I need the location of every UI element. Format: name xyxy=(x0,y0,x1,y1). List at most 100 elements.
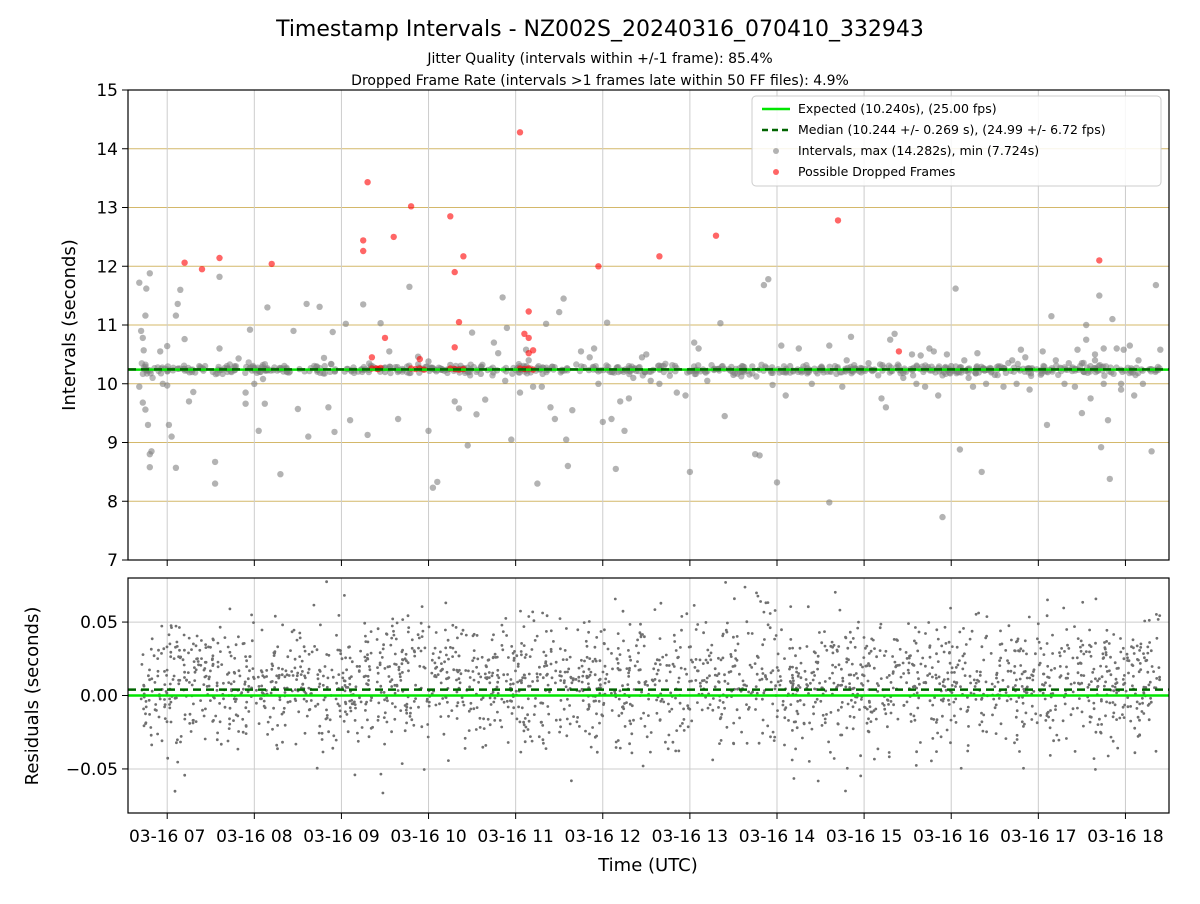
residual-point xyxy=(915,750,918,754)
residual-point xyxy=(568,704,571,707)
residual-point xyxy=(317,731,321,735)
residual-point xyxy=(802,721,806,725)
residual-point xyxy=(1045,714,1049,717)
residual-point xyxy=(970,629,974,633)
residual-point xyxy=(829,711,833,714)
residual-point xyxy=(233,656,237,660)
residual-point xyxy=(1096,684,1100,688)
residual-point xyxy=(544,660,548,664)
residual-point xyxy=(847,658,850,662)
residual-point xyxy=(327,653,331,657)
interval-point xyxy=(139,399,146,406)
residual-point xyxy=(394,637,398,641)
intervals-y-tick-label: 10 xyxy=(96,375,118,395)
residual-point xyxy=(168,642,172,646)
residual-point xyxy=(621,705,625,708)
residual-point xyxy=(859,774,863,778)
residual-point xyxy=(836,708,840,712)
residual-point xyxy=(522,723,526,727)
residual-point xyxy=(414,683,417,687)
residual-point xyxy=(864,664,868,668)
residual-point xyxy=(936,731,939,735)
residual-point xyxy=(931,703,935,707)
residual-point xyxy=(780,628,783,632)
residual-point xyxy=(140,663,144,666)
residual-point xyxy=(343,689,347,693)
residual-point xyxy=(717,672,721,676)
interval-point xyxy=(603,319,611,326)
residual-point xyxy=(368,668,372,672)
residual-point xyxy=(527,615,531,618)
interval-point xyxy=(753,373,760,380)
residual-point xyxy=(913,684,916,688)
residual-point xyxy=(343,679,347,683)
residual-point xyxy=(1131,664,1135,667)
residual-point xyxy=(980,645,984,649)
residual-point xyxy=(935,676,938,680)
residual-point xyxy=(385,720,389,724)
residual-point xyxy=(168,706,172,710)
residual-point xyxy=(509,678,513,681)
residual-point xyxy=(639,635,643,639)
residual-point xyxy=(496,673,499,677)
dropped-frame-point xyxy=(451,268,458,276)
interval-point xyxy=(305,433,312,440)
interval-point xyxy=(434,478,441,486)
residual-point xyxy=(616,739,620,742)
residual-point xyxy=(872,709,876,712)
residual-point xyxy=(645,735,649,739)
residual-point xyxy=(409,706,413,710)
residual-point xyxy=(747,690,750,694)
residual-point xyxy=(916,671,919,674)
residual-point xyxy=(163,698,166,701)
residual-point xyxy=(228,717,231,721)
interval-point xyxy=(149,374,156,381)
residual-point xyxy=(318,670,322,673)
residual-point xyxy=(1015,738,1019,741)
residual-point xyxy=(978,674,982,677)
residual-point xyxy=(1149,700,1153,704)
residual-point xyxy=(994,732,998,735)
residual-point xyxy=(475,634,479,637)
residual-point xyxy=(348,706,352,710)
residual-point xyxy=(694,628,698,631)
residual-point xyxy=(954,685,957,688)
residual-point xyxy=(447,714,450,718)
residual-point xyxy=(260,628,264,632)
residual-point xyxy=(270,662,274,666)
residual-point xyxy=(646,684,649,687)
interval-point xyxy=(139,334,146,342)
residual-point xyxy=(628,623,632,626)
residual-point xyxy=(204,643,208,646)
interval-point xyxy=(921,383,929,390)
residual-point xyxy=(232,697,236,701)
interval-point xyxy=(473,411,480,418)
residual-point xyxy=(1015,700,1018,703)
residual-point xyxy=(1058,665,1062,668)
residual-point xyxy=(218,720,222,724)
residual-point xyxy=(393,717,397,721)
residual-point xyxy=(366,640,370,644)
interval-point xyxy=(1071,383,1079,390)
residual-point xyxy=(618,668,622,672)
residual-point xyxy=(559,679,563,682)
residual-point xyxy=(385,632,388,636)
residual-point xyxy=(391,702,394,705)
residual-point xyxy=(813,687,816,691)
residual-point xyxy=(1126,705,1130,709)
dropped-frame-point xyxy=(364,179,371,186)
residual-point xyxy=(327,730,330,734)
residual-point xyxy=(632,718,635,722)
residual-point xyxy=(183,713,187,717)
residual-point xyxy=(1071,656,1075,660)
residual-point xyxy=(194,720,198,723)
residual-point xyxy=(1014,715,1018,719)
residual-point xyxy=(1140,710,1144,713)
residual-point xyxy=(202,714,206,718)
residual-point xyxy=(1147,718,1151,722)
residual-point xyxy=(930,666,934,669)
residual-point xyxy=(941,680,945,684)
residual-point xyxy=(1147,683,1151,687)
residual-point xyxy=(1109,735,1113,739)
interval-point xyxy=(329,328,336,336)
